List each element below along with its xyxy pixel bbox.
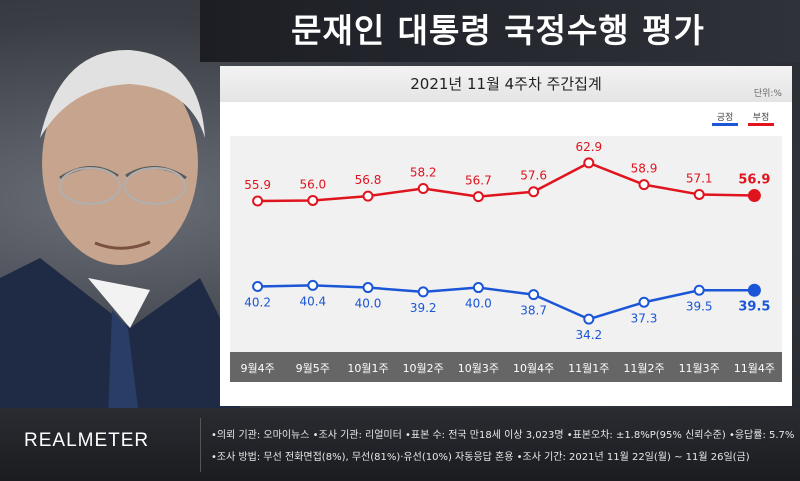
positive-point xyxy=(252,280,264,292)
positive-value-label: 40.0 xyxy=(465,297,492,311)
panel-header xyxy=(220,66,792,102)
unit-label: 단위:% xyxy=(753,89,782,99)
negative-value-label: 56.7 xyxy=(465,174,492,188)
positive-value-label: 38.7 xyxy=(520,304,547,318)
legend-positive: 긍정 xyxy=(708,110,742,130)
positive-point xyxy=(307,279,319,291)
x-tick-label: 10월2주 xyxy=(403,362,444,375)
negative-value-label: 56.0 xyxy=(299,177,326,191)
negative-value-label: 58.9 xyxy=(631,162,658,176)
positive-point xyxy=(417,286,429,298)
x-tick-label: 11월1주 xyxy=(568,362,609,375)
chart-subtitle: 2021년 11월 4주차 주간집계 xyxy=(410,75,602,93)
positive-point xyxy=(747,283,761,297)
positive-value-label: 40.2 xyxy=(244,295,271,309)
positive-point xyxy=(638,296,650,308)
legend-positive-swatch xyxy=(712,123,738,126)
negative-value-label: 57.1 xyxy=(686,171,713,185)
x-tick-label: 9월5주 xyxy=(296,362,330,375)
x-tick-label: 11월4주 xyxy=(734,362,775,375)
positive-series-line xyxy=(257,284,755,321)
legend: 긍정 부정 xyxy=(708,110,788,130)
positive-value-label: 40.4 xyxy=(299,294,326,308)
legend-positive-label: 긍정 xyxy=(716,113,734,123)
brand-logo: REALMETER xyxy=(24,430,150,451)
positive-value-label: 39.2 xyxy=(410,301,437,315)
positive-value-label: 34.2 xyxy=(575,328,602,342)
negative-point xyxy=(252,195,264,207)
positive-point xyxy=(583,313,595,325)
page-title: 문재인 대통령 국정수행 평가 xyxy=(291,11,705,50)
negative-value-label: 58.2 xyxy=(410,165,437,179)
x-tick-label: 10월3주 xyxy=(458,362,499,375)
x-axis-band xyxy=(230,352,782,382)
negative-point xyxy=(528,186,540,198)
survey-note-2: •조사 방법: 무선 전화면접(8%), 무선(81%)·유선(10%) 자동응… xyxy=(211,452,750,463)
x-tick-label: 10월4주 xyxy=(513,362,554,375)
positive-point xyxy=(528,289,540,301)
negative-point xyxy=(307,194,319,206)
negative-point xyxy=(362,190,374,202)
negative-series-line xyxy=(257,161,755,203)
legend-negative-swatch xyxy=(748,123,774,126)
negative-value-label: 57.6 xyxy=(520,169,547,183)
footer xyxy=(0,408,800,481)
positive-point xyxy=(693,284,705,296)
negative-point xyxy=(472,191,484,203)
negative-value-label: 55.9 xyxy=(244,178,271,192)
president-portrait xyxy=(0,49,240,448)
survey-notes: •의뢰 기관: 오마이뉴스 •조사 기관: 리얼미터 •표본 수: 전국 만18… xyxy=(200,418,795,472)
negative-value-label: 56.8 xyxy=(355,173,382,187)
negative-value-label: 62.9 xyxy=(575,140,602,154)
plot-area xyxy=(230,136,782,352)
legend-negative-label: 부정 xyxy=(752,113,770,123)
x-tick-label: 10월1주 xyxy=(347,362,388,375)
negative-value-label: 56.9 xyxy=(738,173,770,188)
positive-point xyxy=(362,282,374,294)
positive-value-label: 39.5 xyxy=(738,299,770,314)
negative-point xyxy=(638,179,650,191)
positive-value-label: 39.5 xyxy=(686,299,713,313)
negative-point xyxy=(583,157,595,169)
line-chart: 9월4주 9월5주 10월1주 10월2주 10월3주 10월4주 11월1주 11월2주 11… xyxy=(230,136,782,382)
negative-point xyxy=(747,189,761,203)
title-bar xyxy=(200,0,800,62)
chart-panel: 2021년 11월 4주차 주간집계 단위:% 긍정 부정 9월4주 9월5주 10… xyxy=(220,66,792,406)
x-tick-label: 9월4주 xyxy=(240,362,274,375)
positive-value-label: 40.0 xyxy=(355,297,382,311)
negative-point xyxy=(693,188,705,200)
legend-negative: 부정 xyxy=(744,110,778,130)
x-tick-label: 11월3주 xyxy=(679,362,720,375)
positive-point xyxy=(472,282,484,294)
positive-value-label: 37.3 xyxy=(631,311,658,325)
survey-note-1: •의뢰 기관: 오마이뉴스 •조사 기관: 리얼미터 •표본 수: 전국 만18… xyxy=(211,430,795,441)
negative-point xyxy=(417,182,429,194)
x-tick-label: 11월2주 xyxy=(623,362,664,375)
